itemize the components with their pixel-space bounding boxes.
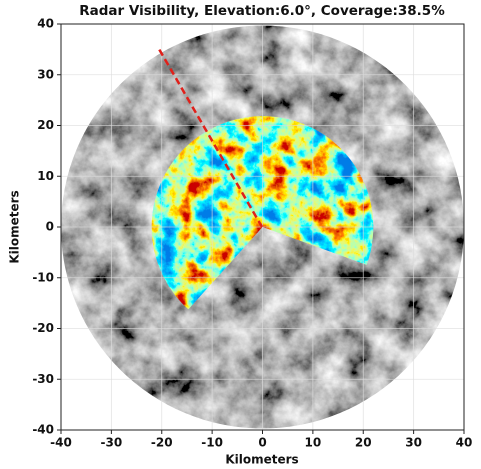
y-tick-label: 10 xyxy=(37,169,54,183)
x-tick-label: 0 xyxy=(258,436,266,450)
x-tick-label: 20 xyxy=(355,436,372,450)
y-tick-label: 40 xyxy=(37,17,54,31)
y-tick-label: 0 xyxy=(46,220,54,234)
y-tick-label: -30 xyxy=(32,372,54,386)
x-tick-label: -10 xyxy=(201,436,223,450)
y-tick-label: -40 xyxy=(32,423,54,437)
x-axis-label: Kilometers xyxy=(225,453,298,467)
x-tick-label: 40 xyxy=(456,436,473,450)
y-tick-label: -20 xyxy=(32,321,54,335)
x-tick-label: 30 xyxy=(405,436,422,450)
x-tick-label: -20 xyxy=(151,436,173,450)
y-tick-label: 20 xyxy=(37,118,54,132)
y-axis-label: Kilometers xyxy=(8,190,22,263)
x-tick-label: 10 xyxy=(305,436,322,450)
y-tick-label: 30 xyxy=(37,67,54,81)
chart: Radar Visibility, Elevation:6.0°, Covera… xyxy=(0,0,481,469)
x-tick-label: -40 xyxy=(50,436,72,450)
x-tick-label: -30 xyxy=(101,436,123,450)
page: Radar Visibility, Elevation:6.0°, Covera… xyxy=(0,0,481,469)
y-tick-label: -10 xyxy=(32,270,54,284)
chart-title: Radar Visibility, Elevation:6.0°, Covera… xyxy=(79,3,445,19)
